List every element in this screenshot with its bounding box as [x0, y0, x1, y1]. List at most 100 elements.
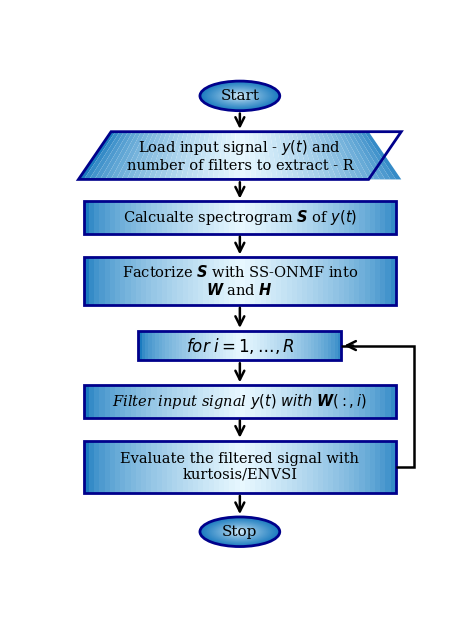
Bar — [198, 441, 204, 493]
Bar — [84, 202, 396, 234]
Bar — [157, 257, 162, 305]
Bar — [110, 441, 115, 493]
Bar — [335, 330, 338, 360]
Bar — [159, 330, 162, 360]
Bar — [136, 257, 141, 305]
Ellipse shape — [237, 95, 242, 97]
Ellipse shape — [211, 86, 269, 107]
Bar — [380, 257, 386, 305]
Ellipse shape — [235, 530, 244, 533]
Ellipse shape — [200, 517, 280, 547]
Bar — [307, 441, 313, 493]
Polygon shape — [95, 131, 128, 179]
Bar — [323, 385, 328, 418]
Bar — [110, 385, 115, 418]
Ellipse shape — [212, 86, 267, 106]
Polygon shape — [244, 131, 250, 179]
Polygon shape — [240, 131, 245, 179]
Polygon shape — [347, 131, 380, 179]
Bar — [359, 441, 365, 493]
Ellipse shape — [234, 529, 246, 534]
Ellipse shape — [219, 524, 261, 539]
Bar — [370, 441, 375, 493]
Ellipse shape — [217, 87, 263, 104]
Bar — [240, 385, 245, 418]
Bar — [189, 330, 192, 360]
Bar — [287, 330, 291, 360]
Bar — [386, 202, 391, 234]
Bar — [188, 257, 193, 305]
Ellipse shape — [214, 522, 266, 541]
Bar — [100, 202, 105, 234]
Bar — [148, 330, 152, 360]
Ellipse shape — [230, 92, 250, 100]
Ellipse shape — [226, 91, 254, 101]
Bar — [391, 257, 396, 305]
Ellipse shape — [232, 93, 248, 99]
Bar — [380, 385, 386, 418]
Bar — [307, 385, 313, 418]
Bar — [391, 385, 396, 418]
Ellipse shape — [225, 526, 255, 538]
Ellipse shape — [229, 92, 250, 100]
Bar — [236, 330, 240, 360]
Polygon shape — [154, 131, 176, 179]
Bar — [177, 202, 183, 234]
Ellipse shape — [215, 523, 264, 541]
Bar — [125, 202, 131, 234]
Bar — [152, 257, 157, 305]
Ellipse shape — [209, 84, 271, 107]
Ellipse shape — [202, 82, 278, 110]
Bar — [198, 385, 204, 418]
Bar — [219, 385, 224, 418]
Bar — [292, 441, 297, 493]
Bar — [240, 202, 245, 234]
Bar — [257, 330, 260, 360]
Ellipse shape — [206, 84, 273, 108]
Bar — [318, 441, 323, 493]
Bar — [136, 385, 141, 418]
Bar — [245, 257, 250, 305]
Bar — [328, 257, 333, 305]
Polygon shape — [308, 131, 331, 179]
Bar — [177, 385, 183, 418]
Ellipse shape — [231, 92, 249, 99]
Bar — [139, 330, 342, 360]
Ellipse shape — [201, 517, 279, 546]
Ellipse shape — [236, 530, 244, 533]
Polygon shape — [356, 131, 390, 179]
Ellipse shape — [206, 519, 274, 544]
Bar — [245, 385, 250, 418]
Polygon shape — [122, 131, 150, 179]
Polygon shape — [292, 131, 310, 179]
Polygon shape — [360, 131, 396, 179]
Bar — [219, 257, 224, 305]
Bar — [139, 330, 142, 360]
Bar — [354, 385, 359, 418]
Bar — [162, 441, 167, 493]
Ellipse shape — [206, 83, 274, 108]
Ellipse shape — [220, 89, 259, 103]
Bar — [162, 257, 167, 305]
Bar — [167, 441, 172, 493]
Bar — [198, 257, 204, 305]
Ellipse shape — [203, 518, 277, 546]
Bar — [203, 330, 206, 360]
Polygon shape — [127, 131, 154, 179]
Polygon shape — [304, 131, 326, 179]
Ellipse shape — [210, 521, 270, 543]
Ellipse shape — [208, 84, 272, 108]
Bar — [157, 441, 162, 493]
Ellipse shape — [224, 90, 256, 102]
Bar — [281, 257, 286, 305]
Bar — [313, 385, 318, 418]
Polygon shape — [266, 131, 278, 179]
Bar — [131, 441, 136, 493]
Bar — [294, 330, 297, 360]
Bar — [386, 257, 391, 305]
Bar — [179, 330, 183, 360]
Bar — [313, 257, 318, 305]
Bar — [331, 330, 335, 360]
Polygon shape — [300, 131, 321, 179]
Bar — [229, 202, 234, 234]
